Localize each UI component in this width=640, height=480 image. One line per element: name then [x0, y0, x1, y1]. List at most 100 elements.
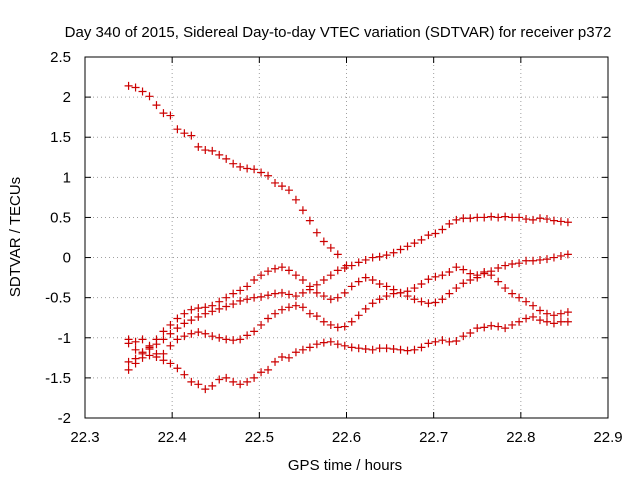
data-point — [215, 333, 224, 342]
data-point — [424, 299, 433, 308]
data-point — [536, 214, 545, 223]
data-point — [326, 243, 335, 252]
data-point — [494, 263, 503, 272]
data-point — [138, 349, 147, 358]
data-point — [250, 165, 259, 174]
data-point — [333, 250, 342, 259]
data-point — [284, 303, 293, 312]
data-point — [501, 324, 510, 333]
data-point — [180, 129, 189, 138]
series-satellite-a — [124, 81, 351, 270]
data-point — [403, 242, 412, 251]
data-point — [445, 267, 454, 276]
data-point — [347, 261, 356, 270]
data-point — [326, 320, 335, 329]
data-point — [452, 215, 461, 224]
data-point — [250, 276, 259, 285]
data-point — [480, 213, 489, 222]
data-point — [124, 365, 133, 374]
data-point — [452, 284, 461, 293]
data-point — [222, 154, 231, 163]
series-satellite-e — [124, 212, 572, 366]
data-point — [271, 264, 280, 273]
data-point — [438, 225, 447, 234]
x-tick-label: 22.5 — [245, 429, 274, 446]
data-point — [494, 277, 503, 286]
data-point — [431, 337, 440, 346]
data-point — [361, 345, 370, 354]
x-tick-label: 22.6 — [332, 429, 361, 446]
data-point — [354, 344, 363, 353]
y-tick-label: 1.5 — [50, 129, 71, 146]
data-point — [180, 309, 189, 318]
data-point — [194, 380, 203, 389]
data-point — [257, 292, 266, 301]
data-point — [445, 219, 454, 228]
data-point — [264, 291, 273, 300]
data-point — [459, 265, 468, 274]
data-point — [563, 317, 572, 326]
data-point — [215, 375, 224, 384]
data-point — [354, 277, 363, 286]
data-point — [291, 301, 300, 310]
data-point — [250, 293, 259, 302]
data-point — [291, 292, 300, 301]
data-point — [271, 178, 280, 187]
data-point — [277, 288, 286, 297]
data-point — [152, 101, 161, 110]
data-point — [466, 328, 475, 337]
data-point — [208, 381, 217, 390]
series-satellite-c — [124, 250, 572, 362]
data-point — [243, 377, 252, 386]
data-point — [361, 304, 370, 313]
data-point — [417, 297, 426, 306]
data-point — [264, 171, 273, 180]
x-tick-label: 22.4 — [158, 429, 187, 446]
data-point — [159, 335, 168, 344]
data-point — [215, 304, 224, 313]
data-point — [243, 331, 252, 340]
data-point — [542, 255, 551, 264]
data-point — [542, 215, 551, 224]
data-point — [333, 340, 342, 349]
data-point — [333, 293, 342, 302]
data-point — [180, 319, 189, 328]
data-point — [501, 284, 510, 293]
data-point — [501, 261, 510, 270]
data-point — [257, 320, 266, 329]
data-point — [466, 214, 475, 223]
data-point — [194, 304, 203, 313]
x-tick-label: 22.3 — [70, 429, 99, 446]
data-point — [417, 235, 426, 244]
data-point — [375, 280, 384, 289]
data-point — [298, 206, 307, 215]
data-point — [201, 309, 210, 318]
data-point — [410, 295, 419, 304]
data-point — [222, 335, 231, 344]
data-point — [515, 259, 524, 268]
data-point — [529, 301, 538, 310]
data-point — [257, 168, 266, 177]
data-point — [522, 215, 531, 224]
data-point — [326, 271, 335, 280]
data-point — [124, 357, 133, 366]
data-point — [563, 218, 572, 227]
data-point — [284, 266, 293, 275]
y-tick-label: 0.5 — [50, 209, 71, 226]
data-point — [222, 373, 231, 382]
data-point — [389, 345, 398, 354]
y-tick-label: 2 — [63, 89, 71, 106]
data-point — [333, 323, 342, 332]
data-point — [508, 320, 517, 329]
data-point — [250, 373, 259, 382]
data-point — [145, 92, 154, 101]
data-point — [173, 125, 182, 134]
data-points — [124, 81, 572, 394]
data-point — [277, 305, 286, 314]
data-point — [284, 290, 293, 299]
data-point — [319, 276, 328, 285]
data-point — [298, 288, 307, 297]
data-point — [257, 368, 266, 377]
